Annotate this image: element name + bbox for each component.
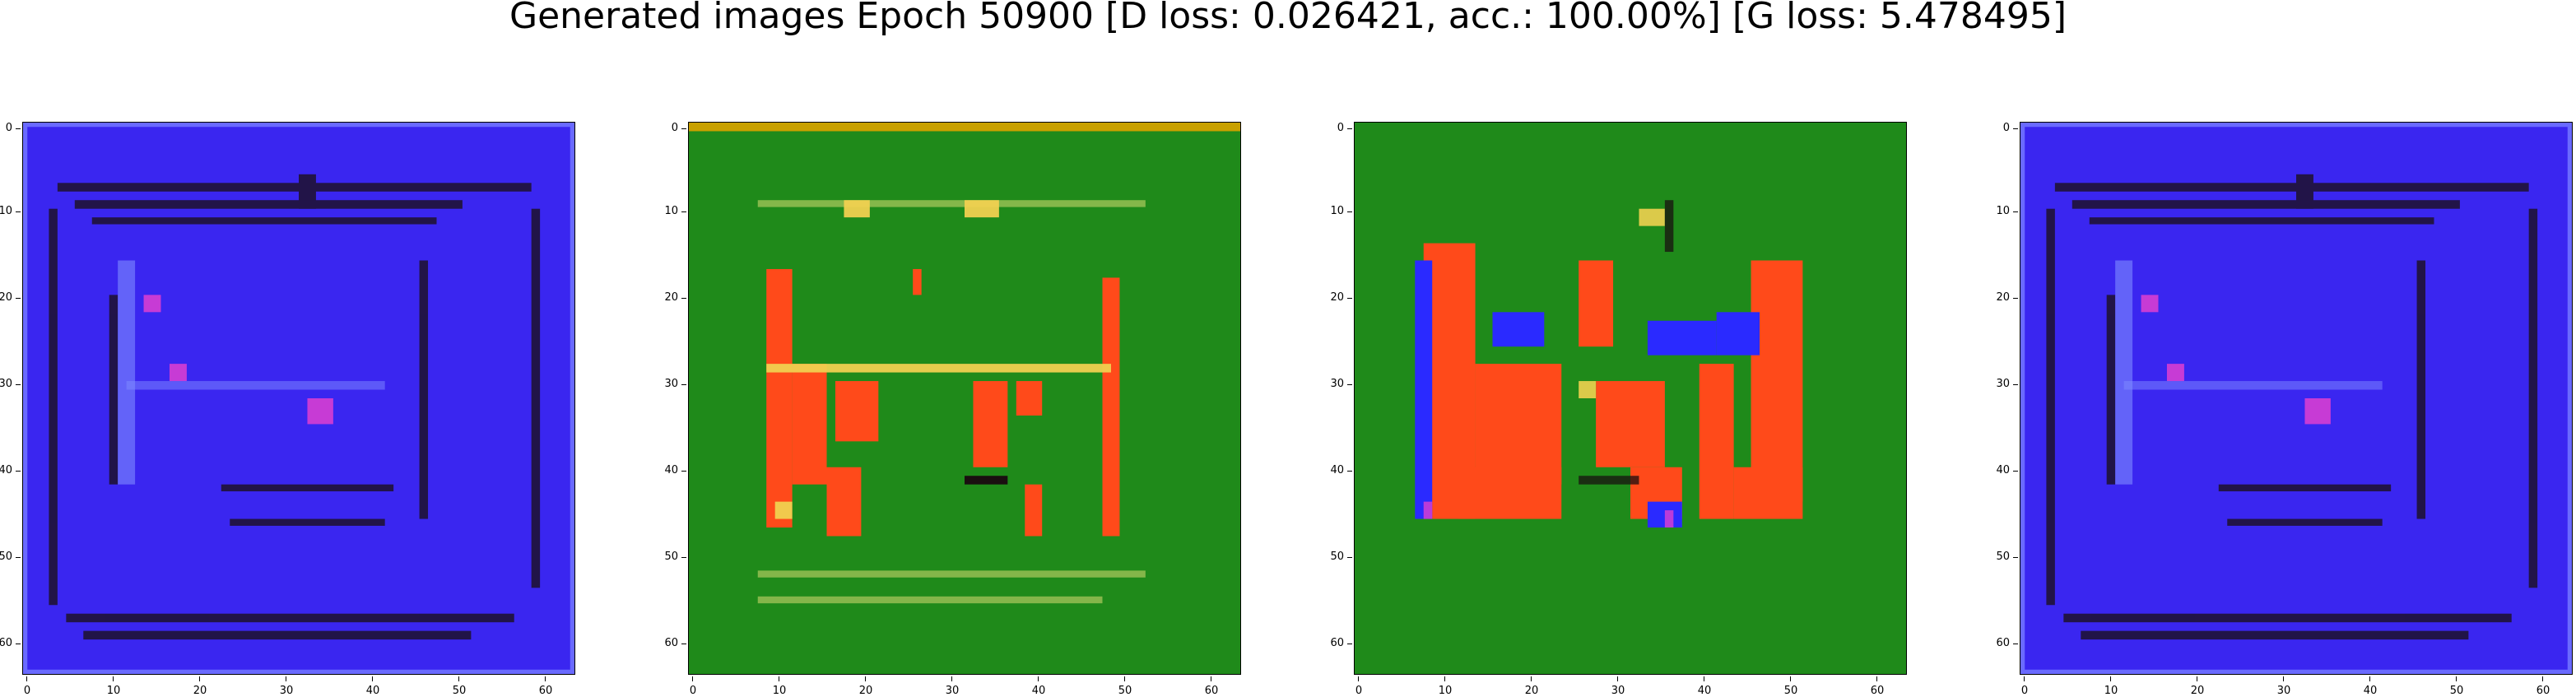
- figure-title: Generated images Epoch 50900 [D loss: 0.…: [509, 0, 2067, 37]
- image-panel-1: 0 10 20 30 40 50 60 0 10 20 30 40 50 60: [0, 122, 575, 697]
- y-tick: 60: [649, 637, 686, 649]
- x-tick: 30: [1602, 676, 1634, 697]
- x-tick: 10: [97, 676, 130, 697]
- y-tick: 60: [1980, 637, 2018, 649]
- x-tick: 10: [763, 676, 796, 697]
- y-tick: 0: [1980, 122, 2018, 134]
- y-tick: 50: [649, 551, 686, 563]
- x-tick: 30: [2267, 676, 2300, 697]
- x-tick: 20: [184, 676, 216, 697]
- x-tick: 60: [2527, 676, 2560, 697]
- y-tick: 60: [0, 637, 21, 649]
- green-noise-image-a: [689, 123, 1240, 674]
- y-tick: 10: [1314, 205, 1352, 217]
- generated-image-2: [688, 122, 1241, 675]
- x-tick: 30: [270, 676, 303, 697]
- y-tick: 60: [1314, 637, 1352, 649]
- x-tick: 50: [2440, 676, 2473, 697]
- y-tick: 40: [1980, 464, 2018, 476]
- generated-image-1: [22, 122, 575, 675]
- x-tick: 60: [1195, 676, 1228, 697]
- y-tick: 50: [1314, 551, 1352, 563]
- x-tick: 0: [677, 676, 709, 697]
- y-tick: 10: [0, 205, 21, 217]
- y-tick: 40: [1314, 464, 1352, 476]
- generated-image-3: [1354, 122, 1907, 675]
- green-noise-image-b: [1355, 123, 1906, 674]
- image-panel-2: 0 10 20 30 40 50 60 0 10 20 30 40 50 60: [664, 122, 1241, 697]
- generated-image-4: [2020, 122, 2573, 675]
- y-tick: 0: [0, 122, 21, 134]
- x-tick: 20: [849, 676, 882, 697]
- x-tick: 20: [1515, 676, 1548, 697]
- x-tick: 50: [1774, 676, 1807, 697]
- x-tick: 10: [1429, 676, 1462, 697]
- x-tick: 50: [443, 676, 476, 697]
- x-tick: 20: [2181, 676, 2214, 697]
- y-tick: 10: [649, 205, 686, 217]
- y-tick: 20: [1314, 291, 1352, 304]
- x-tick: 0: [1342, 676, 1375, 697]
- x-tick: 60: [529, 676, 562, 697]
- y-tick: 20: [0, 291, 21, 304]
- x-tick: 40: [1022, 676, 1055, 697]
- y-tick: 20: [1980, 291, 2018, 304]
- x-tick: 50: [1109, 676, 1142, 697]
- y-tick: 30: [1980, 378, 2018, 390]
- y-tick: 30: [1314, 378, 1352, 390]
- y-tick: 0: [649, 122, 686, 134]
- y-tick: 20: [649, 291, 686, 304]
- blue-noise-image: [2020, 123, 2572, 674]
- x-tick: 0: [11, 676, 44, 697]
- image-panel-3: 0 10 20 30 40 50 60 0 10 20 30 40 50 60: [1330, 122, 1907, 697]
- x-tick: 60: [1861, 676, 1894, 697]
- y-tick: 30: [0, 378, 21, 390]
- y-tick: 40: [649, 464, 686, 476]
- x-tick: 30: [936, 676, 969, 697]
- y-tick: 50: [0, 551, 21, 563]
- y-tick: 30: [649, 378, 686, 390]
- y-tick: 40: [0, 464, 21, 476]
- blue-noise-image: [23, 123, 574, 674]
- x-tick: 40: [2354, 676, 2387, 697]
- x-tick: 10: [2095, 676, 2127, 697]
- image-panel-4: 0 10 20 30 40 50 60 0 10 20 30 40 50 60: [1996, 122, 2573, 697]
- y-tick: 50: [1980, 551, 2018, 563]
- x-tick: 40: [356, 676, 389, 697]
- x-tick: 0: [2008, 676, 2041, 697]
- y-tick: 0: [1314, 122, 1352, 134]
- x-tick: 40: [1688, 676, 1721, 697]
- y-tick: 10: [1980, 205, 2018, 217]
